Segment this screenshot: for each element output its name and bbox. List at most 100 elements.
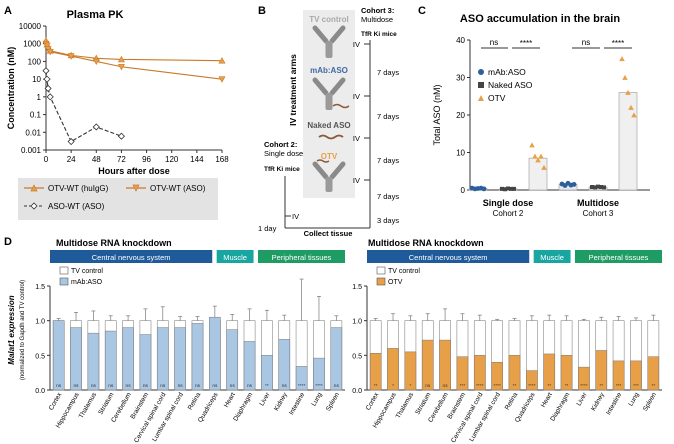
antibody-otv-icon bbox=[312, 159, 346, 192]
naked-aso-icon bbox=[318, 134, 344, 140]
arm-label-otv: OTV bbox=[321, 152, 338, 161]
data-point bbox=[67, 137, 75, 146]
data-point bbox=[506, 186, 510, 191]
data-point bbox=[43, 42, 51, 50]
legend-label-tv: TV control bbox=[388, 268, 420, 275]
legend-swatch-treatment bbox=[59, 277, 69, 286]
panel-b: B IV treatment arms TV control mAb:ASO N… bbox=[258, 5, 399, 238]
data-point bbox=[532, 153, 538, 159]
tissue-label: Cortex bbox=[48, 391, 64, 412]
iv-label: IV bbox=[353, 40, 360, 49]
x-tick-label: 72 bbox=[117, 155, 126, 164]
data-point bbox=[509, 186, 513, 191]
bar-treatment bbox=[456, 356, 469, 391]
data-point bbox=[500, 186, 504, 191]
x-tick-label: 96 bbox=[142, 155, 151, 164]
tissue-group-header-label: Muscle bbox=[540, 253, 564, 262]
bar-treatment bbox=[313, 357, 325, 391]
legend-label-otv-huigg: OTV-WT (huIgG) bbox=[48, 184, 109, 193]
bar-treatment bbox=[439, 339, 451, 391]
data-point bbox=[218, 57, 226, 64]
y-tick-label: 1.5 bbox=[352, 284, 362, 291]
tissue-label: Lung bbox=[310, 391, 323, 407]
bar-treatment bbox=[595, 350, 608, 391]
cohort2-label: Cohort 2: bbox=[264, 140, 297, 149]
bar-treatment bbox=[261, 355, 273, 391]
y-tick-label: 30 bbox=[456, 74, 465, 83]
significance-label: ns bbox=[160, 384, 166, 389]
panel-a: A Plasma PK Concentration (nM) Hours aft… bbox=[4, 5, 229, 220]
sig-label-3: ns bbox=[582, 38, 590, 47]
bar-treatment bbox=[612, 360, 625, 391]
arms-side-label: IV treatment arms bbox=[288, 54, 298, 126]
panel-a-title: Plasma PK bbox=[67, 9, 124, 21]
data-point bbox=[535, 157, 541, 163]
significance-label: ** bbox=[374, 383, 378, 389]
data-point bbox=[43, 75, 51, 83]
bar-treatment bbox=[330, 327, 343, 391]
panel-d-left-title: Multidose RNA knockdown bbox=[56, 238, 172, 248]
data-point bbox=[541, 164, 547, 170]
data-point bbox=[571, 181, 577, 187]
bar-treatment bbox=[122, 327, 134, 391]
significance-label: **** bbox=[315, 383, 323, 389]
data-point bbox=[599, 185, 603, 189]
y-tick-label: 1000 bbox=[23, 40, 41, 49]
significance-label: ** bbox=[265, 383, 269, 389]
tissue-label: Striatum bbox=[97, 392, 115, 416]
cohort3-label: Cohort 3: bbox=[361, 6, 394, 15]
bar-treatment bbox=[174, 327, 186, 391]
tissue-group-header-label: Peripheral tissues bbox=[272, 253, 332, 262]
bar-treatment bbox=[278, 339, 291, 391]
bar-treatment bbox=[226, 329, 239, 391]
bar-treatment bbox=[404, 351, 417, 391]
tissue-group-header bbox=[367, 250, 530, 263]
x-tick-label: 24 bbox=[67, 155, 76, 164]
group-label-multidose: Multidose bbox=[577, 198, 619, 208]
data-point bbox=[92, 123, 100, 131]
bar-treatment bbox=[560, 355, 573, 391]
significance-label: ** bbox=[565, 383, 569, 389]
series-line bbox=[45, 70, 122, 143]
panel-a-letter: A bbox=[4, 5, 12, 17]
panel-a-ylabel: Concentration (nM) bbox=[6, 47, 16, 130]
bar bbox=[618, 92, 638, 191]
y-tick-label: 1.0 bbox=[35, 319, 45, 326]
significance-label: **** bbox=[493, 383, 501, 389]
bar-treatment bbox=[52, 320, 65, 391]
data-point bbox=[538, 153, 544, 159]
tissue-group-header bbox=[257, 250, 345, 263]
panel-b-letter: B bbox=[258, 5, 266, 17]
panel-c: C ASO accumulation in the brain Total AS… bbox=[418, 5, 650, 218]
bar-treatment bbox=[421, 339, 434, 391]
data-point bbox=[619, 56, 625, 62]
y-tick-label: 0.001 bbox=[21, 146, 42, 155]
y-tick-label: 0.01 bbox=[25, 128, 41, 137]
significance-label: ns bbox=[247, 384, 253, 389]
significance-label: * bbox=[409, 383, 411, 389]
tfr-ki-label-cohort2: TfR Ki mice bbox=[264, 166, 300, 173]
significance-label: *** bbox=[460, 383, 466, 389]
legend-marker-naked-aso bbox=[478, 82, 484, 88]
iv-label: IV bbox=[353, 176, 360, 185]
tissue-label: Striatum bbox=[414, 392, 432, 416]
tissue-label: Cortex bbox=[365, 391, 381, 412]
legend-marker-aso bbox=[30, 202, 38, 210]
y-tick-label: 20 bbox=[456, 111, 465, 120]
y-tick-label: 0 bbox=[461, 186, 466, 195]
y-tick-label: 100 bbox=[28, 57, 42, 66]
bar-treatment bbox=[508, 355, 521, 391]
panel-d-right-chart: Central nervous system Muscle Peripheral t… bbox=[352, 250, 662, 444]
data-point bbox=[44, 84, 52, 92]
cohort2-sublabel: Single dose bbox=[264, 149, 303, 158]
tissue-label: Spleen bbox=[325, 391, 341, 412]
x-tick-label: 144 bbox=[190, 155, 204, 164]
tissue-label: Liver bbox=[576, 391, 590, 407]
data-point bbox=[628, 104, 634, 110]
data-point bbox=[590, 185, 594, 189]
legend-label-mab-aso: mAb:ASO bbox=[488, 67, 526, 77]
tissue-label: Intestine bbox=[605, 391, 624, 416]
legend-label-treatment: mAb:ASO bbox=[71, 279, 103, 286]
